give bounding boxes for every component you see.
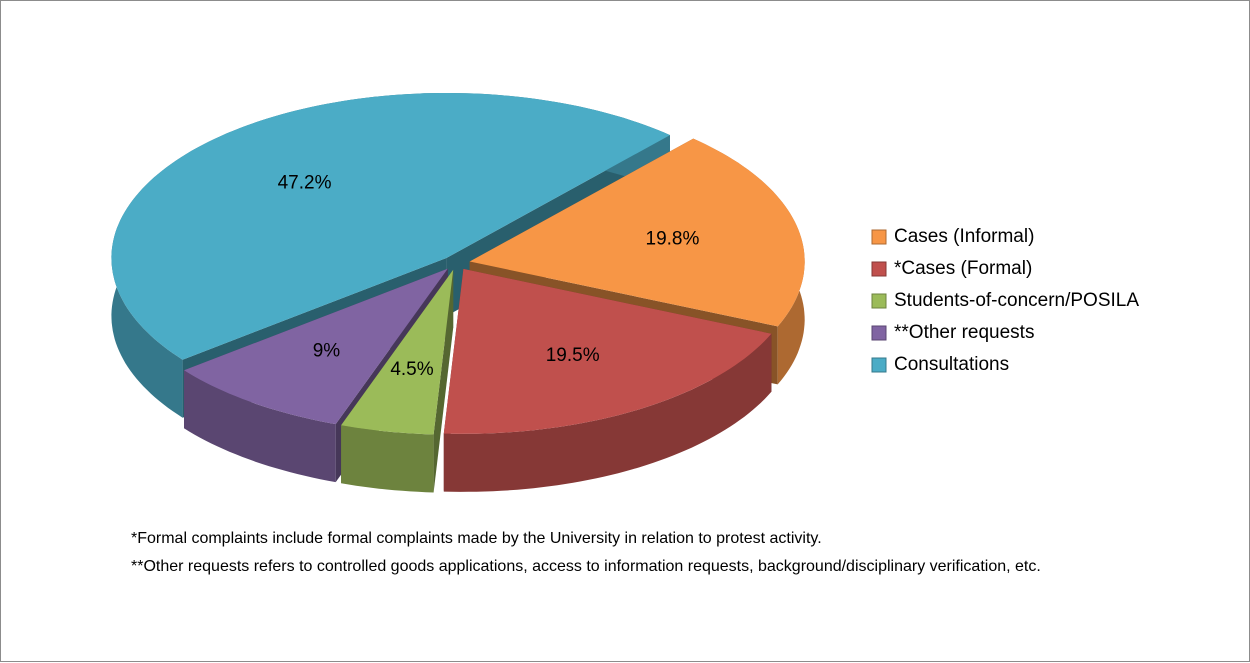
legend-label: Consultations <box>894 354 1009 375</box>
data-label: 4.5% <box>390 359 433 380</box>
legend-swatch <box>871 293 887 309</box>
footnote: *Formal complaints include formal compla… <box>131 530 822 547</box>
data-label: 19.5% <box>546 345 600 366</box>
slice <box>111 93 670 360</box>
data-label: 19.8% <box>646 228 700 249</box>
legend-label: Cases (Informal) <box>894 226 1034 247</box>
legend-label: *Cases (Formal) <box>894 258 1032 279</box>
data-label: 9% <box>313 341 341 362</box>
slice <box>184 268 448 425</box>
notes: *Formal complaints include formal compla… <box>131 525 1201 581</box>
legend-swatch <box>871 261 887 277</box>
slice-side <box>341 425 434 493</box>
slice-side <box>443 333 772 492</box>
legend-label: **Other requests <box>894 322 1034 343</box>
slice-side <box>184 370 336 483</box>
slice <box>341 269 454 435</box>
legend-label: Students-of-concern/POSILA <box>894 290 1139 311</box>
footnote: **Other requests refers to controlled go… <box>131 558 1041 575</box>
legend-swatch <box>871 229 887 245</box>
slice <box>443 268 772 434</box>
slice <box>469 138 805 327</box>
legend-swatch <box>871 325 887 341</box>
data-label: 47.2% <box>278 172 332 193</box>
legend-swatch <box>871 357 887 373</box>
